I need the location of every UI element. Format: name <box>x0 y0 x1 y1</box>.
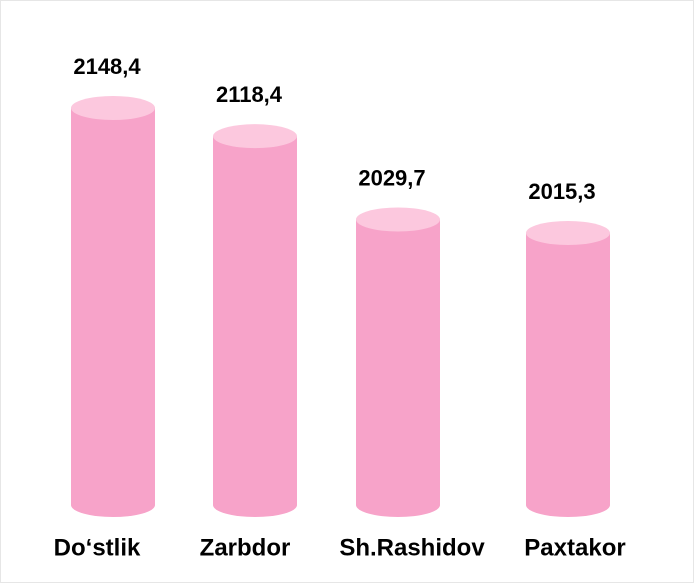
bar <box>526 233 610 517</box>
data-label: 2148,4 <box>73 54 141 79</box>
data-label: 2029,7 <box>358 165 425 190</box>
data-label: 2015,3 <box>528 179 595 204</box>
x-tick-label: Paxtakor <box>524 534 625 561</box>
x-tick-label: Sh.Rashidov <box>339 534 485 561</box>
x-tick-label: Do‘stlik <box>54 534 141 561</box>
bar <box>71 108 155 517</box>
bar-top <box>71 96 155 120</box>
bar <box>213 136 297 517</box>
bar-top <box>356 207 440 232</box>
bar-top <box>526 221 610 245</box>
bar-top <box>213 124 297 149</box>
x-tick-label: Zarbdor <box>200 534 291 561</box>
data-label: 2118,4 <box>216 82 283 107</box>
bar <box>356 219 440 518</box>
